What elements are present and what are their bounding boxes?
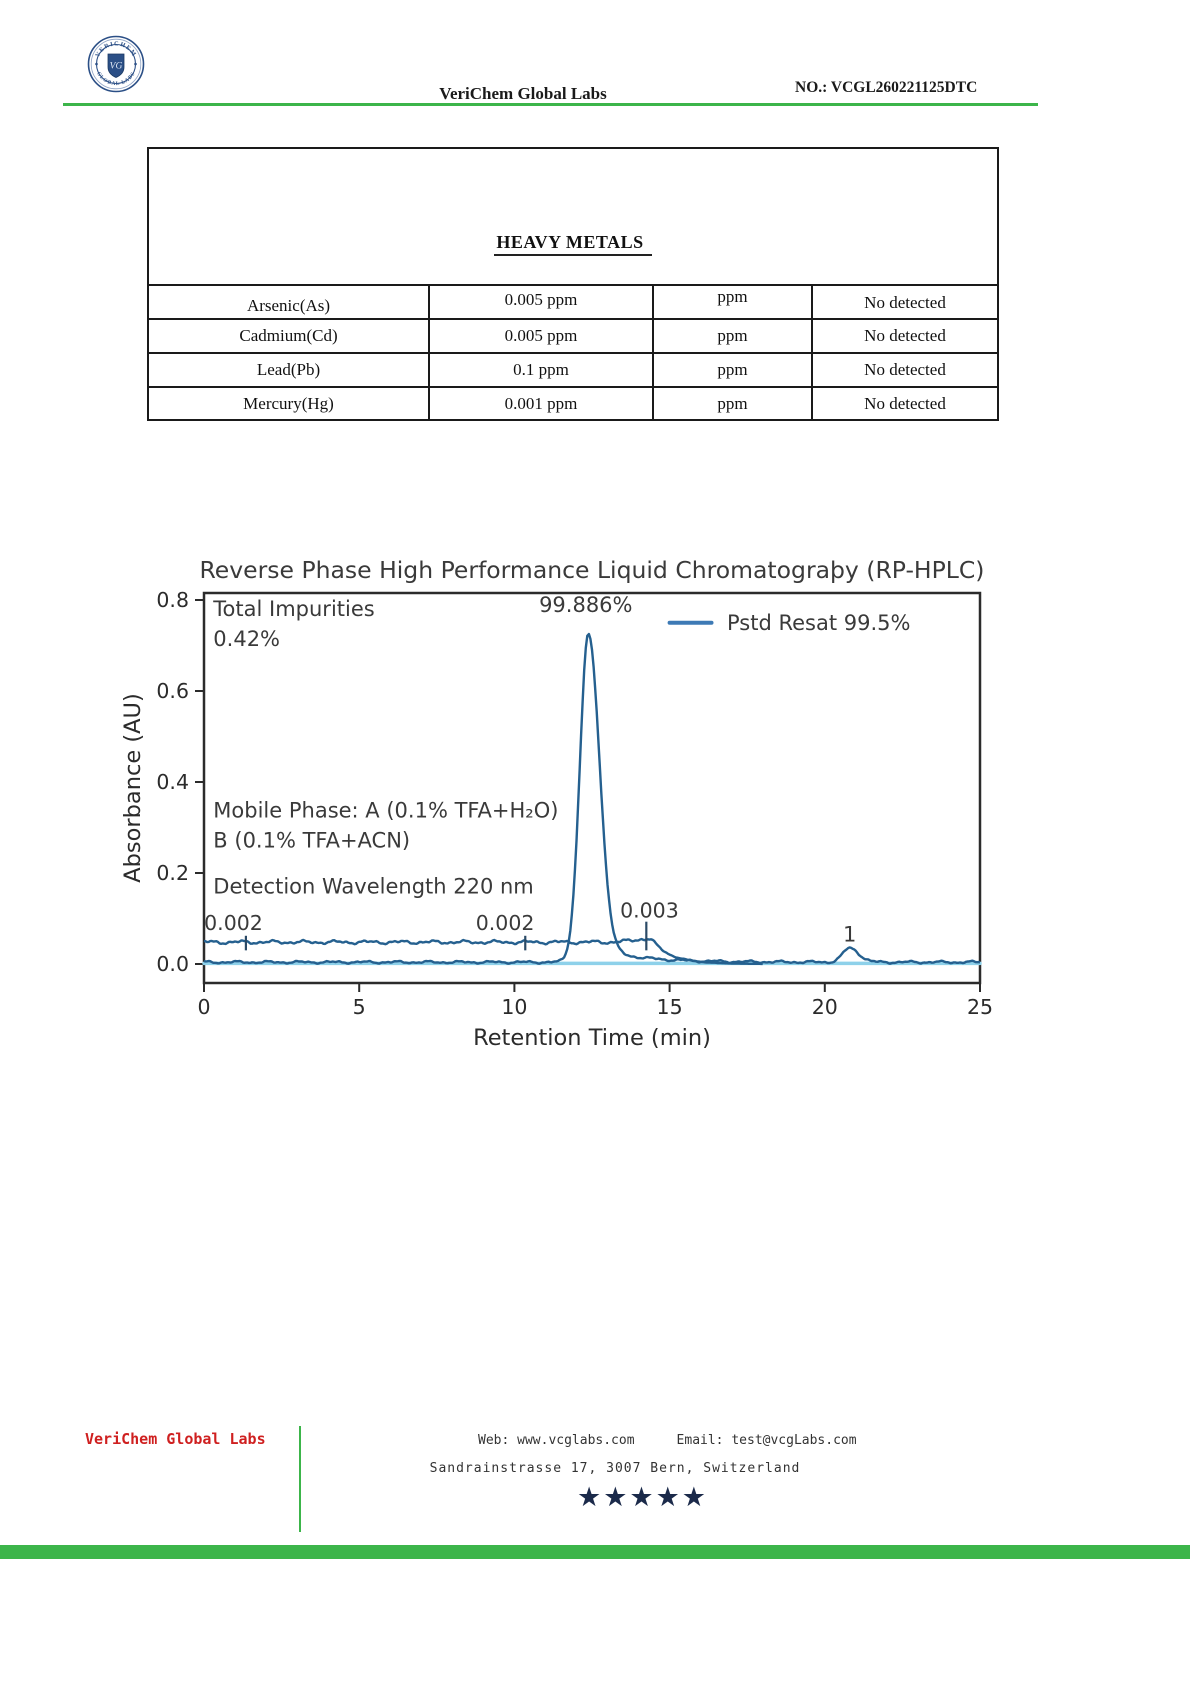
svg-text:99.886%: 99.886% — [539, 593, 632, 617]
table-cell-result: No detected — [864, 326, 946, 345]
svg-text:Retention Time (min): Retention Time (min) — [473, 1025, 711, 1051]
svg-text:1: 1 — [843, 923, 856, 947]
svg-text:15: 15 — [657, 995, 683, 1019]
five-stars-icon: ★★★★★ — [576, 1482, 709, 1512]
report-number: NO.: VCGL260221125DTC — [795, 79, 978, 96]
heavy-metals-title: HEAVY METALS — [494, 232, 652, 256]
logo-monogram: VG — [110, 62, 123, 72]
svg-text:0.003: 0.003 — [620, 899, 679, 923]
svg-text:0: 0 — [197, 995, 210, 1019]
table-cell-name: Lead(Pb) — [149, 354, 430, 386]
svg-text:0.42%: 0.42% — [213, 627, 280, 651]
svg-text:0.2: 0.2 — [156, 861, 189, 885]
table-cell-unit: ppm — [654, 286, 813, 318]
heavy-metals-rows: Arsenic(As) 0.005 ppm ppm No detected Cadmiu… — [149, 286, 997, 419]
table-cell-result: No detected — [864, 393, 946, 413]
header-green-rule — [63, 103, 1038, 106]
table-cell-name: Arsenic(As) — [149, 286, 430, 318]
table-cell-limit: 0.005 ppm — [430, 286, 654, 318]
svg-text:0.0: 0.0 — [156, 952, 189, 976]
svg-text:0.4: 0.4 — [156, 770, 189, 794]
footer-web: Web: www.vcglabs.com — [478, 1433, 635, 1448]
heavy-metals-header-box: HEAVY METALS — [149, 149, 997, 286]
footer-email: Email: test@vcgLabs.com — [676, 1433, 857, 1448]
svg-text:0.6: 0.6 — [156, 679, 189, 703]
footer-contacts: Web: www.vcglabs.com Email: test@vcgLabs… — [478, 1433, 857, 1448]
table-cell-name: Mercury(Hg) — [149, 388, 430, 419]
svg-text:25: 25 — [967, 995, 993, 1019]
table-row: Arsenic(As) 0.005 ppm ppm No detected — [149, 286, 997, 320]
table-cell-result: No detected — [864, 360, 946, 379]
table-cell-name: Cadmium(Cd) — [149, 320, 430, 352]
svg-text:20: 20 — [812, 995, 838, 1019]
table-cell-unit: ppm — [654, 320, 813, 352]
footer-green-bar — [0, 1545, 1190, 1559]
table-row: Mercury(Hg) 0.001 ppm ppm No detected — [149, 388, 997, 419]
footer-address: Sandrainstrasse 17, 3007 Bern, Switzerla… — [429, 1461, 801, 1476]
svg-text:Absorbance (AU): Absorbance (AU) — [120, 693, 146, 883]
verichem-logo-icon: VERICHEM GLOBAL LABS VG — [87, 35, 145, 93]
table-cell-unit: ppm — [654, 354, 813, 386]
table-cell-result: No detected — [864, 293, 946, 312]
footer-brand: VeriChem Global Labs — [85, 1430, 266, 1448]
svg-text:Total Impurities: Total Impurities — [212, 597, 374, 621]
svg-text:10: 10 — [501, 995, 527, 1019]
table-row: Cadmium(Cd) 0.005 ppm ppm No detected — [149, 320, 997, 354]
header-company-title: VeriChem Global Labs — [439, 84, 607, 103]
svg-text:0.8: 0.8 — [156, 588, 189, 612]
svg-text:5: 5 — [353, 995, 366, 1019]
hplc-chart: Reverse Phase High Performance Liquid Ch… — [120, 556, 993, 1051]
svg-text:Detection Wavelength 220 nm: Detection Wavelength 220 nm — [213, 874, 533, 898]
svg-text:Reverse Phase High Performance: Reverse Phase High Performance Liquid Ch… — [200, 556, 985, 584]
heavy-metals-table: HEAVY METALS Arsenic(As) 0.005 ppm ppm No d… — [147, 147, 999, 421]
table-cell-unit: ppm — [654, 388, 813, 419]
footer-green-divider — [299, 1426, 301, 1532]
table-row: Lead(Pb) 0.1 ppm ppm No detected — [149, 354, 997, 388]
svg-text:Pstd Resat 99.5%: Pstd Resat 99.5% — [727, 611, 910, 635]
svg-text:Mobile Phase: A (0.1% TFA+H₂O): Mobile Phase: A (0.1% TFA+H₂O) — [213, 798, 558, 822]
table-cell-limit: 0.1 ppm — [430, 354, 654, 386]
table-cell-limit: 0.005 ppm — [430, 320, 654, 352]
table-cell-limit: 0.001 ppm — [430, 388, 654, 419]
svg-text:0.002: 0.002 — [204, 911, 263, 935]
svg-text:0.002: 0.002 — [476, 911, 535, 935]
svg-text:B (0.1% TFA+ACN): B (0.1% TFA+ACN) — [213, 828, 410, 852]
